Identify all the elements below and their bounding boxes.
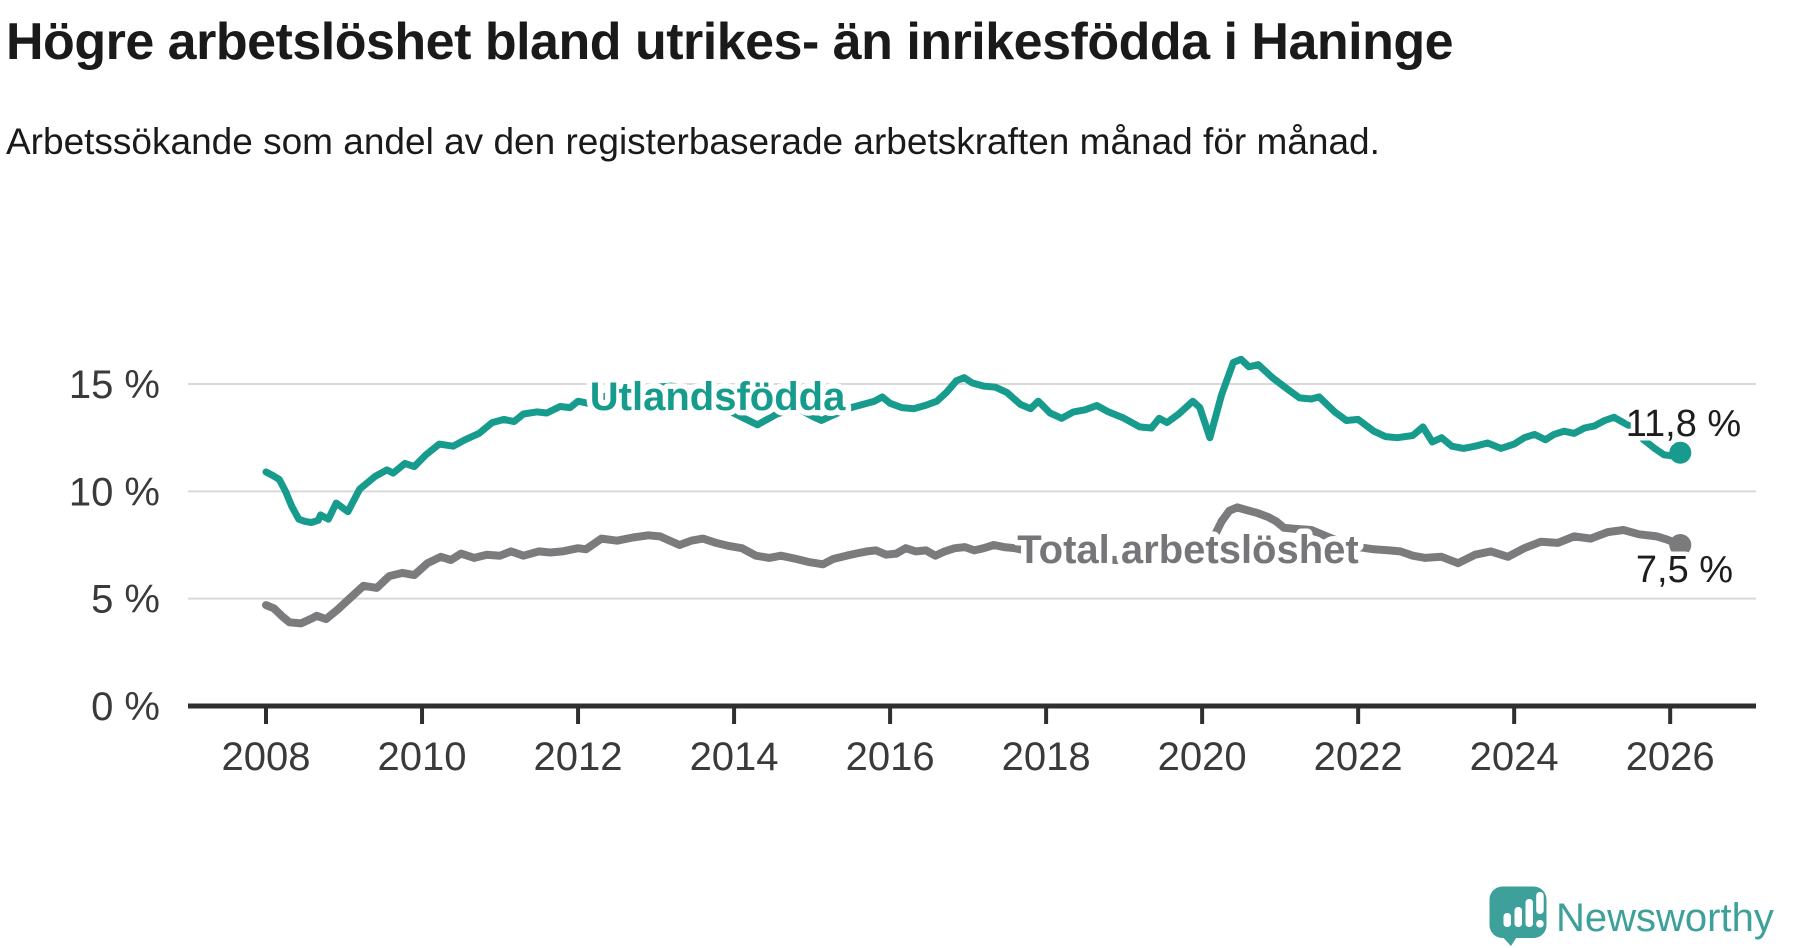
x-tick-label: 2012 xyxy=(534,735,623,779)
logo-bar-2 xyxy=(1514,907,1522,927)
logo-bar-1 xyxy=(1503,913,1511,927)
x-tick-label: 2008 xyxy=(222,735,311,779)
chart-subtitle: Arbetssökande som andel av den registerb… xyxy=(6,121,1380,162)
y-tick-label: 15 % xyxy=(69,363,160,407)
x-tick-label: 2014 xyxy=(690,735,779,779)
x-tick-label: 2020 xyxy=(1158,735,1247,779)
x-tick-label: 2016 xyxy=(846,735,935,779)
y-tick-label: 5 % xyxy=(91,578,160,622)
x-tick-label: 2010 xyxy=(378,735,467,779)
series-value-label-0: 11,8 % xyxy=(1626,403,1741,445)
logo-bar-3 xyxy=(1525,899,1533,927)
series-line-1 xyxy=(262,503,1685,628)
series-end-dot-0 xyxy=(1669,441,1692,464)
x-tick-label: 2024 xyxy=(1470,735,1559,779)
y-tick-label: 10 % xyxy=(69,470,160,514)
series-end-dot-1 xyxy=(1669,534,1692,556)
x-tick-label: 2026 xyxy=(1626,735,1715,779)
newsworthy-brand-name: Newsworthy xyxy=(1556,896,1774,940)
series-label-0: Utlandsfödda xyxy=(590,375,846,419)
series-value-label-1: 7,5 % xyxy=(1636,549,1733,591)
series-label-1: Total arbetslöshet xyxy=(1017,528,1359,572)
series-line-0 xyxy=(262,355,1684,526)
x-tick-label: 2018 xyxy=(1002,735,1091,779)
logo-exclamation xyxy=(1536,892,1544,914)
page-title: Högre arbetslöshet bland utrikes- än inr… xyxy=(6,13,1454,71)
x-tick-label: 2022 xyxy=(1314,735,1403,779)
newsworthy-logo-icon xyxy=(1489,886,1547,946)
y-tick-label: 0 % xyxy=(91,685,160,729)
